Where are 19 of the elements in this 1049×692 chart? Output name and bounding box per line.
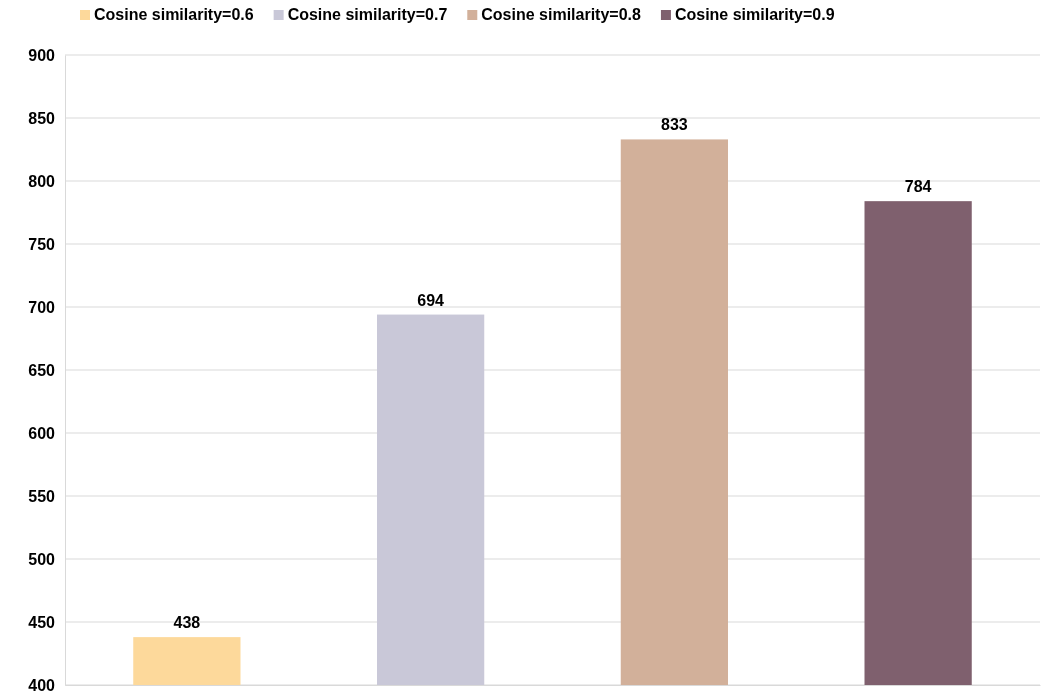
y-tick-label: 450 <box>28 613 56 631</box>
data-label: 833 <box>661 116 688 134</box>
legend-label: Cosine similarity=0.7 <box>287 6 448 23</box>
y-tick-label: 650 <box>28 361 56 379</box>
data-label: 438 <box>173 614 201 632</box>
y-tick-label: 800 <box>28 172 56 190</box>
y-tick-label: 600 <box>28 424 56 442</box>
y-tick-label: 550 <box>28 487 56 505</box>
y-tick-label: 750 <box>28 235 56 253</box>
data-label: 784 <box>904 178 932 196</box>
legend-label: Cosine similarity=0.6 <box>94 6 254 23</box>
y-tick-label: 900 <box>28 46 56 64</box>
data-label: 694 <box>417 291 445 309</box>
legend-label: Cosine similarity=0.9 <box>674 6 835 23</box>
y-tick-label: 700 <box>28 298 56 316</box>
y-tick-label: 850 <box>28 109 56 127</box>
y-tick-label: 500 <box>28 550 56 568</box>
legend-label: Cosine similarity=0.8 <box>481 6 642 23</box>
y-tick-label: 400 <box>28 676 56 692</box>
